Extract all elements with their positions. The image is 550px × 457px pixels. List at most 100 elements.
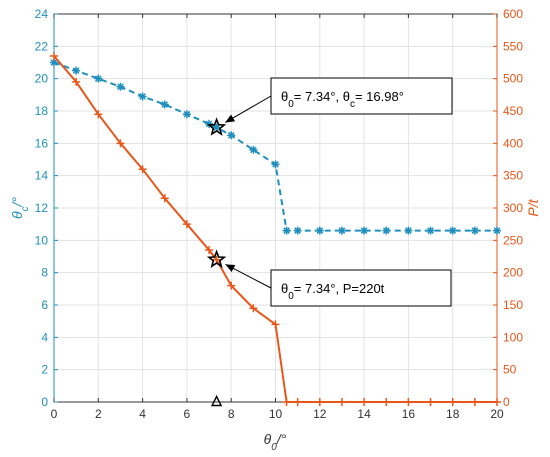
data-point-marker [315,398,324,406]
data-point-marker [382,398,391,406]
right-tick-label: 600 [503,7,523,21]
highlight-triangle-marker [210,394,223,407]
series-layer [50,52,501,406]
data-point-marker [160,194,169,203]
left-tick-label: 14 [35,169,49,183]
data-point-marker [493,226,501,235]
annotation-layer: θ0= 7.34°, θc= 16.98° θ0= 7.34°, P=220t [224,77,453,307]
x-tick-label: 6 [184,407,191,421]
right-tick-label: 500 [503,72,523,86]
data-point-marker [94,74,103,83]
left-tick-label: 22 [35,39,49,53]
data-point-marker [160,100,169,109]
data-point-marker [271,160,280,169]
data-point-marker [116,139,125,148]
right-tick-label: 300 [503,201,523,215]
x-tick-label: 16 [402,407,416,421]
left-tick-label: 4 [41,330,48,344]
data-point-marker [249,304,258,313]
annotation-arrow-head [225,264,236,273]
right-tick-label: 450 [503,104,523,118]
annotation-callout: θ0= 7.34°, θc= 16.98° [224,77,453,123]
left-tick-label: 10 [35,233,49,247]
x-tick-label: 2 [95,407,102,421]
data-point-marker [271,320,280,329]
annotation-box [270,77,453,115]
data-point-marker [205,246,214,255]
right-tick-label: 100 [503,330,523,344]
right-tick-label: 150 [503,298,523,312]
data-point-marker [470,398,479,406]
annotation-label: θ0= 7.34°, P=220t [281,281,385,302]
right-tick-label: 400 [503,136,523,150]
data-point-marker [249,145,258,154]
x-tick-label: 0 [51,407,58,421]
data-point-marker [227,281,236,290]
data-point-marker [493,398,501,406]
grid-lines [53,13,498,403]
x-tick-label: 8 [228,407,235,421]
x-tick-label: 12 [313,407,327,421]
right-tick-label: 0 [503,395,510,409]
data-point-marker [315,226,324,235]
data-point-marker [404,398,413,406]
data-point-marker [426,226,435,235]
data-point-marker [337,398,346,406]
data-point-marker [50,52,58,61]
series-p-load [50,52,501,406]
data-point-marker [182,110,191,119]
x-tick-label: 4 [139,407,146,421]
data-point-marker [227,131,236,140]
data-point-marker [448,398,457,406]
data-point-marker [182,220,191,229]
data-point-marker [94,110,103,119]
x-axis: 0 2 4 6 8 10 12 14 16 18 20 [51,14,504,421]
left-tick-label: 8 [41,266,48,280]
right-tick-label: 350 [503,169,523,183]
left-tick-label: 16 [35,136,49,150]
data-point-marker [382,226,391,235]
data-point-marker [212,123,221,132]
left-tick-label: 18 [35,104,49,118]
data-point-marker [426,398,435,406]
x-tick-label: 10 [269,407,283,421]
right-y-axis: 0 50 100 150 200 250 300 350 400 450 500 550 600 [493,7,523,409]
highlight-star-marker [206,117,227,136]
data-point-marker [360,226,369,235]
right-tick-label: 550 [503,39,523,53]
data-point-marker [138,165,147,174]
series-theta-c [50,58,501,235]
annotation-box [270,269,452,307]
data-point-marker [337,226,346,235]
x-tick-label: 20 [490,407,504,421]
data-point-marker [293,226,302,235]
left-y-axis-label: θc/° [9,197,31,219]
left-tick-label: 2 [41,363,48,377]
annotation-callout: θ0= 7.34°, P=220t [225,263,452,307]
data-point-marker [50,58,58,67]
data-point-marker [138,92,147,101]
x-tick-label: 18 [446,407,460,421]
left-tick-label: 0 [41,395,48,409]
data-point-marker [293,398,302,406]
left-tick-label: 6 [41,298,48,312]
left-tick-label: 24 [35,7,49,21]
right-y-axis-label: P/t [525,198,541,216]
data-point-marker [448,226,457,235]
data-point-marker [116,82,125,91]
highlight-star-marker [206,249,227,269]
x-axis-label: θ0/° [264,431,287,453]
right-tick-label: 250 [503,233,523,247]
annotation-label: θ0= 7.34°, θc= 16.98° [281,89,404,110]
left-tick-label: 20 [35,72,49,86]
data-point-marker [205,119,214,128]
highlight-layer [206,117,227,407]
data-point-marker [72,77,81,86]
data-point-marker [282,398,291,406]
data-point-marker [72,66,81,75]
data-point-marker [360,398,369,406]
left-tick-label: 12 [35,201,49,215]
data-point-marker [470,226,479,235]
annotation-arrow-head [225,114,236,123]
